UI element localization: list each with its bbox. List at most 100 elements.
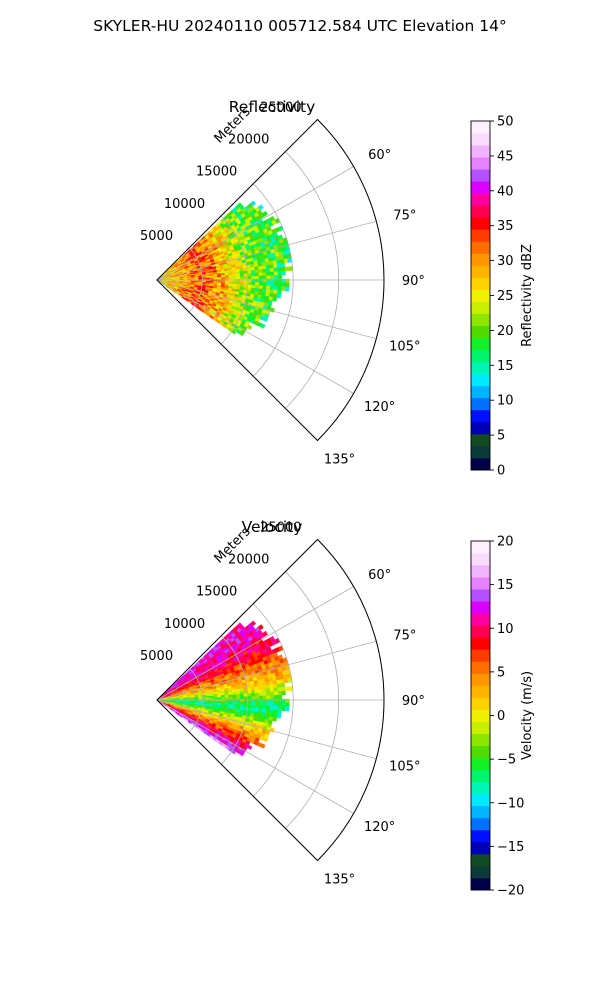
field-cell xyxy=(217,695,222,698)
azimuth-tick-label: 60° xyxy=(368,148,391,163)
field-cell xyxy=(258,275,264,280)
field-cell xyxy=(276,683,282,689)
colorbar-swatch xyxy=(471,409,490,423)
field-cell xyxy=(273,275,279,280)
velocity-field xyxy=(156,620,294,757)
azimuth-tick-label: 75° xyxy=(393,209,416,224)
field-cell xyxy=(262,268,267,273)
colorbar-swatch xyxy=(471,577,490,590)
colorbar-swatch xyxy=(471,793,490,807)
azimuth-tick-label: 120° xyxy=(364,400,395,415)
colorbar-tick-label: 10 xyxy=(497,394,514,409)
field-cell xyxy=(269,687,275,693)
field-cell xyxy=(205,277,211,280)
azimuth-spoke xyxy=(156,699,354,814)
field-cell xyxy=(236,273,241,278)
field-cell xyxy=(232,694,237,698)
field-cell xyxy=(257,624,264,631)
colorbar-swatch xyxy=(471,229,490,242)
colorbar-swatch xyxy=(471,745,490,759)
reflectivity-colorbar: 0 5 10 15 20 25 30 35 40 45 50 xyxy=(470,115,514,479)
velocity-azimuth-ticks: 60° 75° 90° 105° 120° 135° xyxy=(324,568,425,888)
field-cell xyxy=(269,691,275,696)
field-cell xyxy=(247,281,252,286)
azimuth-tick-label: 105° xyxy=(389,339,420,354)
field-cell xyxy=(262,630,268,637)
range-tick-label: 15000 xyxy=(196,165,237,180)
field-cell xyxy=(261,685,267,690)
colorbar-swatch xyxy=(471,445,490,459)
azimuth-tick-label: 135° xyxy=(324,872,355,887)
field-cell xyxy=(260,323,266,329)
field-cell xyxy=(281,282,286,288)
colorbar-swatch xyxy=(471,337,490,351)
velocity-range-ticks: 5000 10000 15000 20000 25000 xyxy=(140,520,302,663)
field-cell xyxy=(262,705,267,710)
field-cell xyxy=(281,690,286,696)
field-cell xyxy=(266,282,271,287)
range-tick-label: 25000 xyxy=(260,100,301,115)
range-tick-label: 15000 xyxy=(196,585,237,600)
azimuth-tick-label: 75° xyxy=(393,629,416,644)
range-tick-label: 10000 xyxy=(164,617,205,632)
field-cell xyxy=(269,684,274,689)
azimuth-spoke xyxy=(156,640,377,701)
field-cell xyxy=(281,270,286,276)
velocity-spines xyxy=(156,538,385,862)
colorbar-swatch xyxy=(471,709,490,722)
field-cell xyxy=(273,691,279,696)
field-cell xyxy=(273,683,278,689)
field-cell xyxy=(217,275,222,278)
field-cell xyxy=(247,324,253,330)
colorbar-swatch xyxy=(471,265,490,278)
colorbar-tick-label: 35 xyxy=(497,219,514,234)
field-cell xyxy=(270,282,275,287)
colorbar-swatch xyxy=(471,253,490,266)
colorbar-swatch xyxy=(471,613,490,626)
colorbar-swatch xyxy=(471,289,490,302)
field-cell xyxy=(239,281,245,285)
field-cell xyxy=(258,282,264,286)
field-cell xyxy=(281,702,286,708)
field-cell xyxy=(258,705,264,710)
colorbar-swatch xyxy=(471,781,490,795)
field-cell xyxy=(270,695,275,700)
field-cell xyxy=(284,706,290,712)
colorbar-swatch xyxy=(471,817,490,831)
colorbar-swatch xyxy=(471,757,490,771)
field-cell xyxy=(284,286,290,292)
field-cell xyxy=(258,272,264,277)
range-tick-label: 25000 xyxy=(260,520,301,535)
field-cell xyxy=(277,274,282,280)
field-cell xyxy=(232,696,237,700)
field-cell xyxy=(247,693,252,697)
colorbar-swatch xyxy=(471,841,490,855)
reflectivity-range-ticks: 5000 10000 15000 20000 25000 xyxy=(140,100,302,243)
colorbar-tick-label: 20 xyxy=(497,535,514,550)
field-cell xyxy=(270,702,275,707)
colorbar-swatch xyxy=(471,373,490,387)
field-cell xyxy=(266,695,271,700)
colorbar-tick-label: 0 xyxy=(497,709,505,724)
field-cell xyxy=(280,682,286,688)
field-cell xyxy=(280,266,286,272)
colorbar-tick-label: 40 xyxy=(497,184,514,199)
field-cell xyxy=(239,693,245,698)
field-cell xyxy=(285,698,290,704)
field-cell xyxy=(250,269,256,274)
field-cell xyxy=(250,689,256,694)
field-cell xyxy=(255,695,260,700)
colorbar-swatch xyxy=(471,673,490,686)
field-cell xyxy=(265,264,271,270)
field-cell xyxy=(262,316,269,322)
field-cell xyxy=(269,705,275,711)
field-cell xyxy=(262,275,267,280)
field-cell xyxy=(202,277,207,280)
figure-suptitle: SKYLER-HU 20240110 005712.584 UTC Elevat… xyxy=(93,17,507,35)
field-cell xyxy=(243,276,249,280)
colorbar-swatch xyxy=(471,385,490,399)
field-cell xyxy=(250,620,257,627)
field-cell xyxy=(273,687,279,693)
colorbar-swatch xyxy=(471,361,490,375)
